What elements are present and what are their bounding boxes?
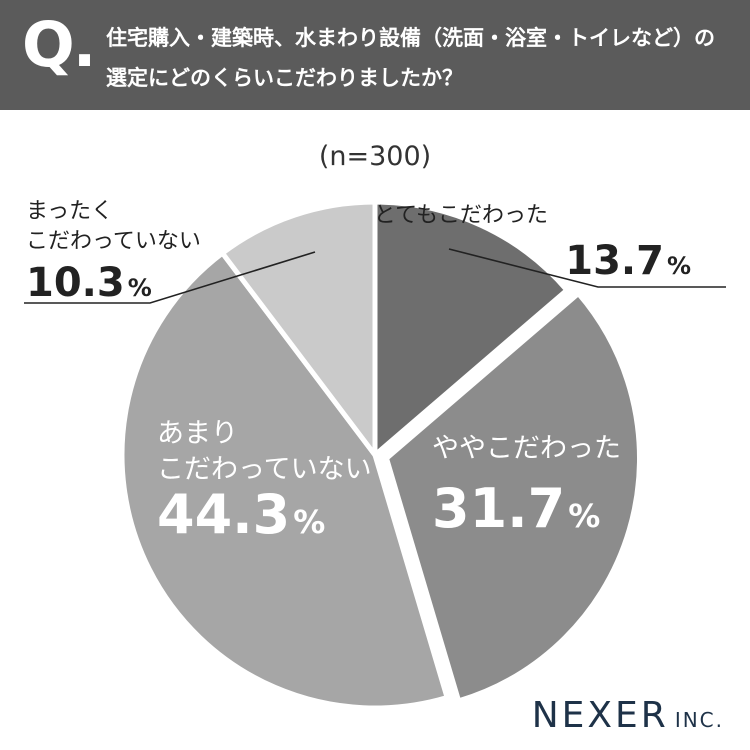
slice-label-2-line2: こだわっていない <box>157 454 372 485</box>
brand-logo: NEXER INC. <box>532 695 724 736</box>
slice-value-3: 10.3% <box>26 260 152 306</box>
slice-value-1: 31.7% <box>432 477 600 540</box>
pie-slice-3 <box>219 199 378 458</box>
question-mark: Q. <box>22 8 96 81</box>
sample-size: (n=300) <box>318 141 432 172</box>
question-text-line2: 選定にどのくらいこだわりましたか？ <box>106 66 463 90</box>
slice-label-1: ややこだわった <box>432 433 621 464</box>
question-header: Q. 住宅購入・建築時、水まわり設備（洗面・浴室・トイレなど）の 選定にどのくら… <box>0 0 750 110</box>
slice-value-2: 44.3% <box>157 483 325 546</box>
pie-slice-1 <box>384 290 643 704</box>
slice-label-0: とてもこだわった <box>374 203 548 228</box>
brand-name: NEXER <box>531 695 669 736</box>
slice-label-3-line2: こだわっていない <box>26 229 201 254</box>
slice-label-2-line1: あまり <box>157 418 238 449</box>
slice-label-3-line1: まったく <box>26 199 113 224</box>
slice-value-0: 13.7% <box>565 238 691 284</box>
question-text-line1: 住宅購入・建築時、水まわり設備（洗面・浴室・トイレなど）の <box>106 26 715 50</box>
leader-line-3 <box>24 251 316 304</box>
pie-slice-2 <box>119 250 450 711</box>
brand-suffix: INC. <box>674 708 724 732</box>
leader-line-0 <box>448 248 726 288</box>
